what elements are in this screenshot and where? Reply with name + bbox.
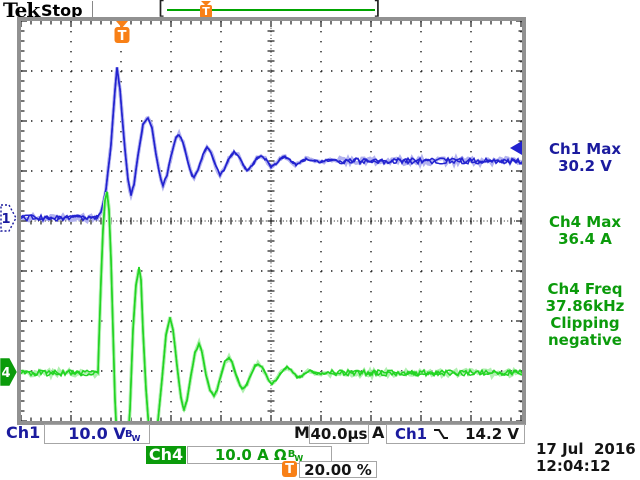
trigger-position-icon: T — [282, 461, 297, 477]
waveform-display: T — [17, 17, 526, 425]
svg-text:T: T — [202, 5, 210, 18]
svg-text:T: T — [118, 29, 127, 44]
ch4-trace — [21, 191, 522, 421]
trigger-level: 14.2 V — [465, 425, 519, 443]
record-bracket-left: [ — [158, 0, 166, 19]
ch4-readout-badge: Ch4 — [146, 446, 186, 464]
trigger-readout-box: Ch1 14.2 V — [386, 424, 525, 444]
date-readout: 17 Jul 2016 — [536, 440, 636, 458]
measurement-label: Ch4 Max — [548, 213, 622, 231]
record-bracket-right: ] — [373, 0, 381, 19]
ch1-scale-value: 10.0 V — [68, 424, 126, 443]
trigger-position-arrow-icon — [116, 21, 128, 28]
trigger-position-value: 20.00 % — [304, 460, 372, 479]
measurement-flag: negative — [548, 331, 622, 349]
measurement-value: 30.2 V — [558, 157, 612, 175]
record-trigger-position-icon: T — [200, 1, 212, 18]
measurement-ch1-max: Ch1 Max 30.2 V — [532, 141, 638, 175]
ch1-position-marker — [0, 204, 17, 232]
trigger-position-box: 20.00 % — [299, 460, 377, 479]
svg-text:1: 1 — [1, 212, 10, 227]
header-divider — [92, 1, 93, 18]
trigger-level-arrow-icon — [510, 141, 522, 155]
ch4-scale-box: 10.0 A Ω BW — [187, 446, 332, 464]
ch4-position-marker — [0, 358, 17, 386]
ch1-scale-box: 10.0 V BW — [44, 424, 150, 444]
trigger-position-t-badge — [114, 27, 130, 43]
graticule-and-traces: T — [21, 21, 522, 421]
measurement-ch4-max: Ch4 Max 36.4 A — [532, 214, 638, 248]
time-readout: 12:04:12 — [536, 457, 611, 475]
ch1-readout-label: Ch1 — [6, 423, 41, 442]
svg-text:4: 4 — [1, 366, 10, 381]
measurement-flag: Clipping — [550, 314, 620, 332]
falling-edge-icon — [434, 429, 449, 439]
trigger-section-label: A — [372, 423, 385, 442]
measurement-value: 37.86kHz — [545, 297, 625, 315]
channel-marker-column: 1 4 — [0, 204, 17, 386]
ch4-bandwidth-icon: BW — [287, 448, 304, 463]
measurement-ch4-freq: Ch4 Freq 37.86kHz Clipping negative — [532, 281, 638, 349]
tek-logo: Tek — [3, 0, 40, 22]
ch4-scale-value: 10.0 A Ω — [214, 446, 287, 464]
measurement-value: 36.4 A — [558, 230, 612, 248]
ch1-bandwidth-icon: BW — [125, 429, 141, 443]
timebase-value: 40.0µs — [310, 425, 368, 443]
measurement-label: Ch4 Freq — [547, 280, 623, 298]
acquisition-state: Stop — [41, 1, 83, 20]
measurement-label: Ch1 Max — [548, 140, 622, 158]
record-view-bar — [167, 9, 375, 11]
trigger-source: Ch1 — [395, 425, 428, 443]
timebase-prefix: M — [294, 423, 310, 442]
ch1-trace — [21, 67, 522, 223]
timebase-box: 40.0µs — [309, 424, 369, 444]
